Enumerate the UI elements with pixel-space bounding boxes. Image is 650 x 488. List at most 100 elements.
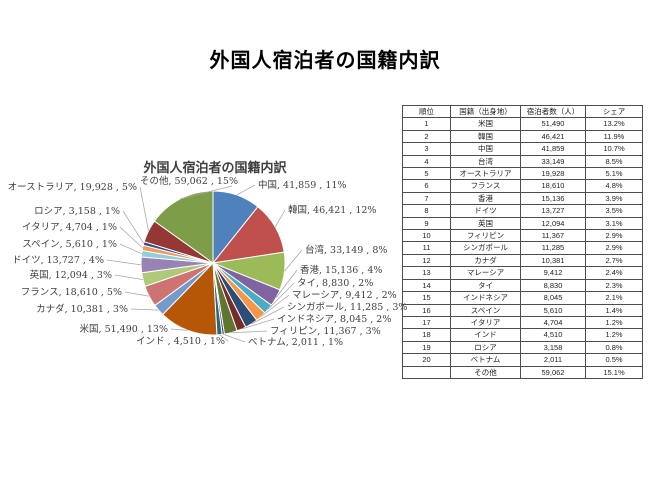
table-cell: カナダ: [450, 253, 521, 268]
pie-label: タイ, 8,830 , 2%: [297, 278, 373, 289]
table-row: 14 タイ 8,830 2.3%: [402, 278, 643, 293]
table-cell: 2.9%: [585, 229, 643, 243]
table-cell: シンガポール: [450, 241, 521, 255]
pie-labels: 中国, 41,859 , 11% 韓国, 46,421 , 12% 台湾, 33,1…: [8, 175, 408, 348]
table-cell: 1.4%: [585, 303, 643, 317]
table-header-row: 順位 国籍（出身地） 宿泊者数（人） シェア: [402, 104, 643, 119]
table-cell: マレーシア: [450, 266, 521, 280]
leader-line: [122, 210, 145, 244]
table-cell: 4: [402, 154, 451, 169]
pie-label: ロシア, 3,158 , 1%: [34, 206, 120, 217]
pie-label: シンガポール, 11,285 , 3%: [287, 302, 407, 313]
table-cell: ロシア: [450, 340, 521, 355]
pie-label: 台湾, 33,149 , 8%: [305, 244, 387, 256]
table-cell: 2,011: [520, 353, 586, 367]
table-cell: 1: [402, 117, 451, 131]
pie-label: インド , 4,510 , 1%: [136, 336, 225, 347]
pie-label: マレーシア, 9,412 , 2%: [292, 290, 397, 301]
leader-line: [274, 209, 286, 228]
leader-line: [251, 306, 285, 325]
table-cell: 15.1%: [585, 365, 643, 379]
table-row: 6 フランス 18,610 4.8%: [402, 179, 643, 193]
pie-label: フィリピン, 11,367 , 3%: [270, 326, 381, 337]
table-cell: 46,421: [520, 129, 586, 144]
leader-line: [179, 185, 233, 200]
table-row: 2 韓国 46,421 11.9%: [402, 129, 643, 144]
table-row: 19 ロシア 3,158 0.8%: [402, 340, 643, 355]
table-cell: 韓国: [450, 129, 521, 144]
table-row: 9 英国 12,094 3.1%: [402, 216, 643, 231]
table-cell: 8: [402, 204, 451, 218]
table-cell: 18,610: [520, 179, 586, 193]
leader-line: [236, 184, 256, 196]
table-header-cell: シェア: [585, 104, 643, 119]
pie-label: インドネシア, 8,045 , 2%: [277, 314, 391, 325]
table-cell: 3.1%: [585, 216, 643, 231]
leader-line: [260, 294, 290, 318]
table-cell: 2.3%: [585, 278, 643, 293]
pie-label: オーストラリア, 19,928 , 5%: [8, 182, 137, 193]
pie-slices: [140, 190, 286, 336]
leader-line: [275, 269, 298, 298]
pie-label: カナダ, 10,381 , 3%: [36, 303, 128, 315]
table-cell: 19: [402, 340, 451, 355]
table-cell: 7: [402, 191, 451, 206]
table-cell: 15,136: [520, 191, 586, 206]
nationality-rank-table: 順位 国籍（出身地） 宿泊者数（人） シェア 1 米国 51,490 13.2% 2 韓国 46,…: [402, 104, 643, 379]
table-cell: ドイツ: [450, 204, 521, 218]
table-cell: 11.9%: [585, 129, 643, 144]
table-cell: 13,727: [520, 204, 586, 218]
table-cell: 香港: [450, 191, 521, 206]
table-cell: フィリピン: [450, 229, 521, 243]
table-row: 12 カナダ 10,381 2.7%: [402, 253, 643, 268]
chart-title: 外国人宿泊者の国籍内訳: [142, 160, 287, 176]
table-row: 5 オーストラリア 19,928 5.1%: [402, 167, 643, 181]
table-row: 11 シンガポール 11,285 2.9%: [402, 241, 643, 255]
table-cell: 2.1%: [585, 291, 643, 305]
table-cell: 16: [402, 303, 451, 317]
table-row: 10 フィリピン 11,367 2.9%: [402, 229, 643, 243]
pie-label: イタリア, 4,704 , 1%: [22, 222, 117, 233]
leader-line: [223, 333, 246, 343]
table-cell: 1.2%: [585, 315, 643, 330]
pie-label: 韓国, 46,421 , 12%: [288, 205, 376, 216]
table-row: 15 インドネシア 8,045 2.1%: [402, 291, 643, 305]
pie-label: 英国, 12,094 , 3%: [30, 269, 112, 281]
leader-line: [139, 186, 149, 232]
table-cell: 10.7%: [585, 142, 643, 156]
table-cell: 33,149: [520, 154, 586, 169]
table-cell: 18: [402, 328, 451, 342]
leader-line: [219, 334, 229, 342]
leader-line: [267, 282, 295, 310]
table-cell: 3.5%: [585, 204, 643, 218]
table-cell: 10,381: [520, 253, 586, 268]
table-cell: スペイン: [450, 303, 521, 317]
table-cell: インドネシア: [450, 291, 521, 305]
pie-label: ドイツ, 13,727 , 4%: [12, 255, 104, 266]
table-cell: 英国: [450, 216, 521, 231]
table-cell: 1.2%: [585, 328, 643, 342]
table-cell: 台湾: [450, 154, 521, 169]
pie-label: ベトナム, 2,011 , 1%: [248, 337, 343, 348]
table-cell: 13.2%: [585, 117, 643, 131]
table-cell: オーストラリア: [450, 167, 521, 181]
leader-line: [114, 274, 144, 281]
pie-slice: [161, 261, 218, 336]
table-row: 17 イタリア 4,704 1.2%: [402, 315, 643, 330]
leader-line: [106, 259, 142, 266]
table-row: 20 ベトナム 2,011 0.5%: [402, 353, 643, 367]
table-cell: [402, 365, 451, 379]
pie-label: その他, 59,062 , 15%: [140, 175, 238, 187]
table-cell: 9: [402, 216, 451, 231]
table-cell: 19,928: [520, 167, 586, 181]
table-cell: ベトナム: [450, 353, 521, 367]
table-cell: 米国: [450, 117, 521, 131]
table-row: 16 スペイン 5,610 1.4%: [402, 303, 643, 317]
leader-lines: [106, 184, 303, 343]
table-cell: タイ: [450, 278, 521, 293]
table-cell: 2.4%: [585, 266, 643, 280]
table-cell: インド: [450, 328, 521, 342]
table-cell: 3.9%: [585, 191, 643, 206]
